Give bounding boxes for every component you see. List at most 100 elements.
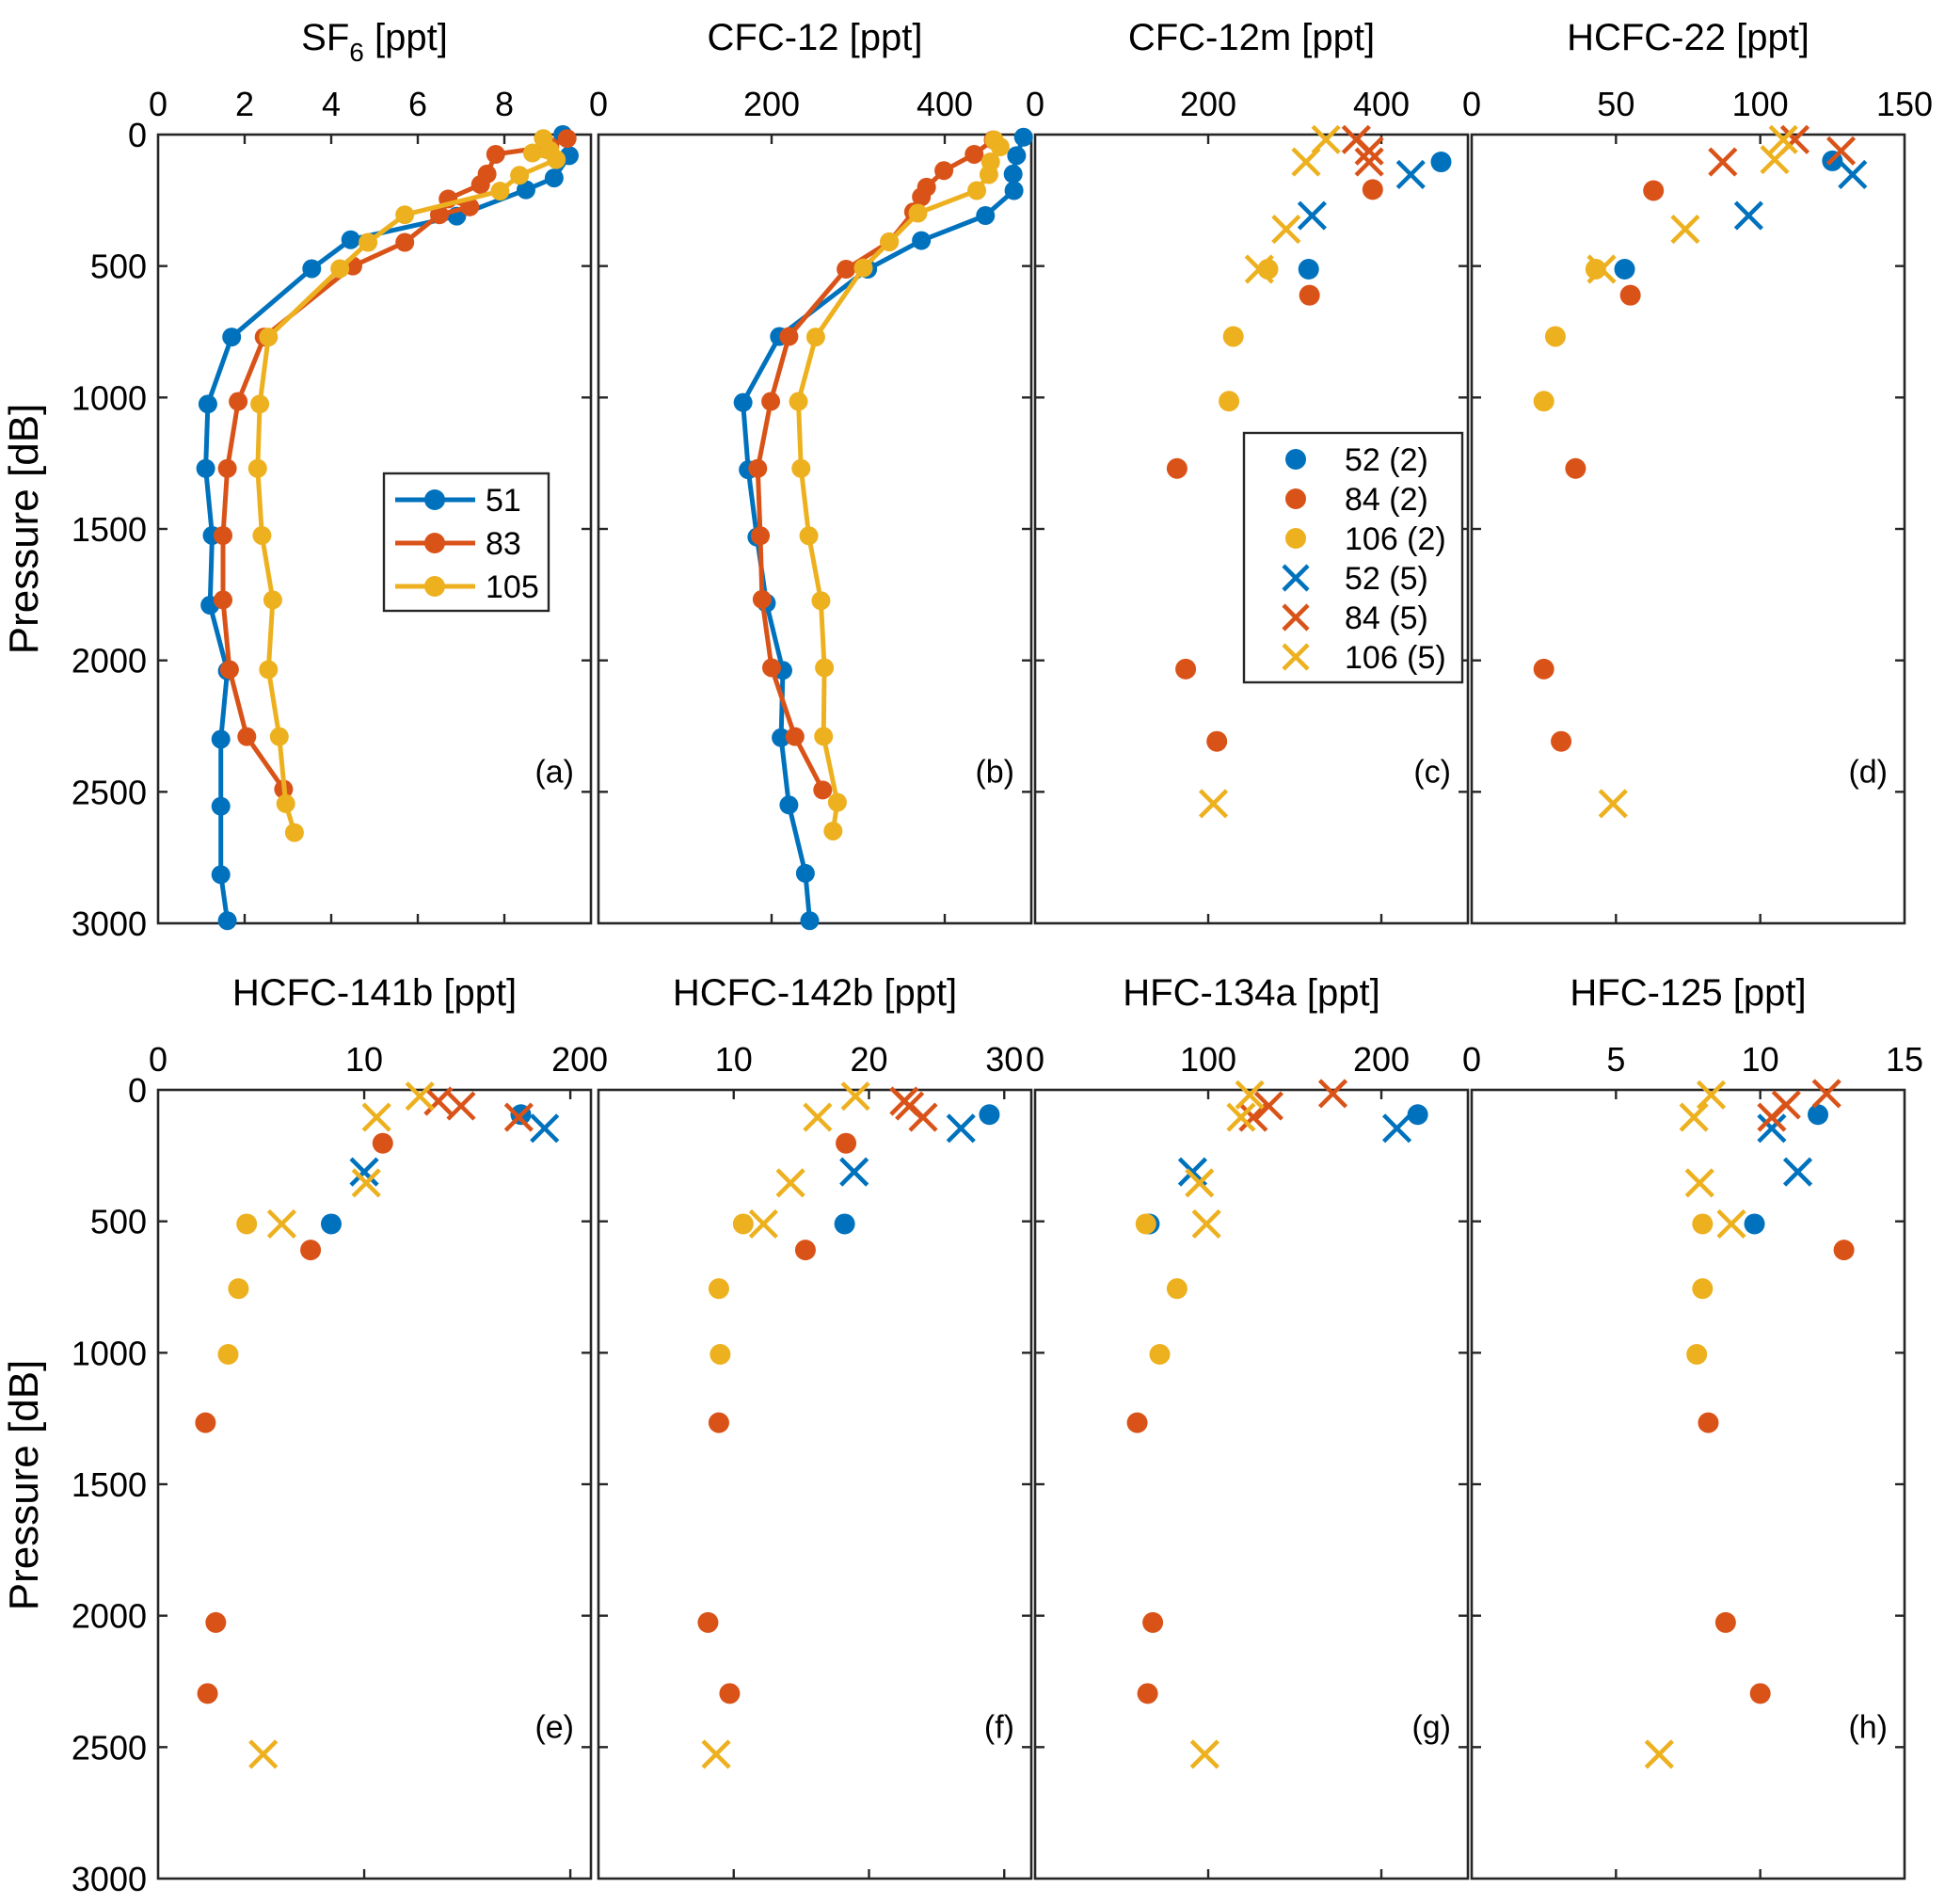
panel-letter: (g): [1411, 1709, 1451, 1745]
data-point-x-marker: [1838, 159, 1868, 190]
data-layer: [1533, 124, 1868, 819]
series-106-2: [708, 1213, 754, 1366]
data-point-dot: [300, 1240, 322, 1261]
x-tick-label: 0: [149, 85, 167, 123]
data-point-dot: [772, 728, 791, 747]
data-point-dot: [372, 1132, 393, 1154]
data-point-dot: [1222, 326, 1244, 347]
series-105: [789, 130, 1010, 840]
data-point-dot: [908, 203, 928, 223]
series-52-5: [1733, 159, 1868, 231]
data-point-x-marker: [1825, 136, 1857, 166]
data-point-dot: [1686, 1344, 1708, 1366]
data-point-dot: [517, 180, 535, 200]
data-point-dot: [229, 392, 248, 411]
data-point-x-marker: [1768, 124, 1798, 154]
data-point-dot: [732, 1213, 754, 1235]
series-106-5: [1185, 1080, 1265, 1769]
data-point-dot: [912, 187, 932, 207]
data-point-x-marker: [248, 1739, 279, 1769]
y-tick-label: 2000: [72, 1597, 147, 1636]
data-point-x-marker: [1679, 1102, 1709, 1132]
data-point-x-marker: [1235, 1080, 1265, 1110]
data-point-dot: [934, 161, 954, 181]
data-point-dot: [1003, 164, 1023, 184]
series-105: [247, 129, 566, 842]
data-point-dot: [976, 206, 996, 226]
x-tick-label: 0: [589, 85, 608, 123]
data-point-dot: [198, 394, 217, 414]
data-point-dot: [1166, 1278, 1188, 1300]
data-point-x-marker: [946, 1113, 976, 1144]
data-point-dot: [1714, 1611, 1736, 1633]
data-point-dot: [359, 232, 378, 252]
series-106-2: [1533, 259, 1606, 412]
data-point-dot: [762, 658, 781, 678]
data-point-dot: [1544, 326, 1566, 347]
series-84-5: [889, 1086, 938, 1132]
legend-item: 105: [395, 569, 539, 605]
panel-letter: (e): [534, 1709, 574, 1745]
series-52-5: [349, 1113, 560, 1187]
data-point-dot: [522, 143, 542, 163]
data-point-dot: [250, 394, 270, 414]
y-tick-label: 500: [90, 248, 147, 286]
data-point-dot: [395, 205, 415, 225]
data-point-dot: [1219, 391, 1240, 412]
data-point-dot: [1808, 1104, 1828, 1126]
data-point-dot: [748, 458, 768, 478]
data-point-x-marker: [908, 1102, 938, 1132]
legend-dot-icon: [424, 489, 445, 510]
data-point-x-marker: [1354, 136, 1384, 166]
legend-label: 106 (2): [1345, 521, 1446, 557]
y-tick-label: 2500: [72, 1728, 147, 1767]
data-point-dot: [967, 181, 987, 200]
x-tick-label: 15: [1886, 1040, 1923, 1079]
data-point-x-marker: [405, 1081, 435, 1112]
panel-d: 0 50 100 150 HCFC-22 [ppt] (d): [1462, 17, 1933, 925]
series-106-5: [701, 1081, 870, 1769]
data-layer: [195, 1081, 560, 1769]
data-point-dot: [1206, 730, 1228, 752]
data-point-x-marker: [266, 1208, 297, 1240]
data-point-dot: [823, 821, 843, 840]
series-84-2: [697, 1132, 857, 1704]
legend-x-icon: [1282, 643, 1310, 671]
x-tick-label: 20: [850, 1040, 887, 1079]
data-point-dot: [430, 205, 449, 225]
panel-title: HCFC-141b [ppt]: [232, 972, 517, 1014]
x-tick-label: 30: [985, 1040, 1023, 1079]
x-tick-label: 10: [715, 1040, 753, 1079]
data-point-dot: [761, 392, 781, 411]
legend-label: 52 (2): [1345, 442, 1428, 478]
data-point-dot: [779, 327, 799, 346]
data-point-x-marker: [1708, 147, 1738, 177]
data-point-dot: [395, 232, 415, 252]
x-tick-label: 10: [1742, 1040, 1779, 1079]
x-tick-label: 0: [149, 1040, 167, 1079]
legend-item: 84 (2): [1285, 482, 1428, 518]
x-tick-label: 100: [1732, 85, 1789, 123]
y-axis-label-bottom: Pressure [dB]: [1, 1360, 47, 1611]
y-tick-label: 0: [128, 1071, 147, 1110]
series-106-2: [1686, 1213, 1714, 1366]
data-point-dot: [1551, 730, 1572, 752]
legend-box: [1242, 431, 1464, 684]
data-point-dot: [205, 1611, 227, 1633]
data-point-dot: [196, 458, 215, 478]
panel-title: HFC-134a [ppt]: [1123, 972, 1379, 1014]
legend-label: 84 (2): [1345, 482, 1428, 518]
data-layer: [1166, 124, 1452, 819]
data-point-x-marker: [701, 1739, 731, 1769]
data-point-dot: [330, 259, 350, 279]
data-point-dot: [1362, 179, 1383, 200]
panel-title-rest: [ppt]: [364, 17, 448, 58]
data-point-dot: [834, 1213, 855, 1235]
x-tick-label: 0: [1462, 85, 1481, 123]
data-point-dot: [302, 259, 322, 279]
data-point-dot: [1533, 391, 1554, 412]
series-106-5: [248, 1081, 435, 1769]
data-point-dot: [470, 175, 490, 195]
